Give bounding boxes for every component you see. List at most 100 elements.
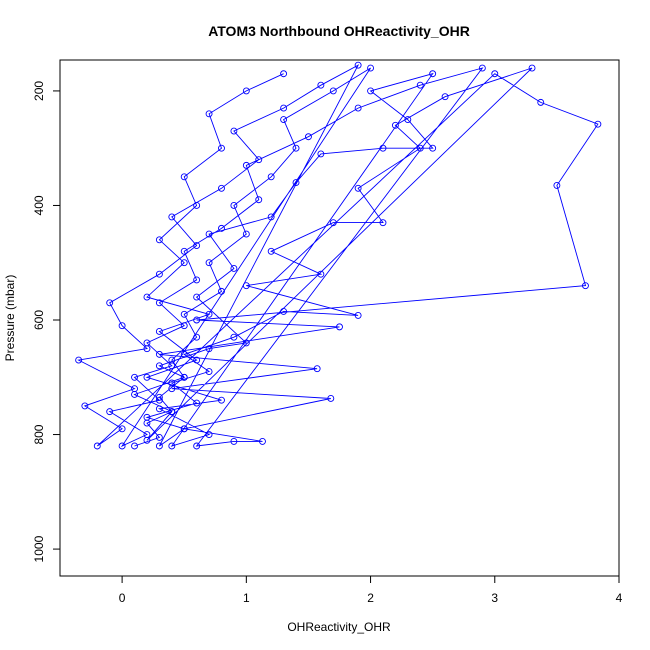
- x-tick-label: 0: [119, 591, 126, 605]
- data-point: [218, 224, 225, 232]
- data-point: [367, 87, 375, 95]
- data-point: [317, 270, 325, 278]
- data-point: [267, 213, 275, 221]
- data-point: [193, 316, 201, 324]
- y-tick-label: 600: [32, 310, 46, 330]
- data-point: [180, 310, 188, 318]
- data-point: [205, 259, 213, 267]
- data-line: [77, 64, 599, 448]
- data-point: [143, 293, 151, 301]
- data-point: [230, 202, 238, 209]
- data-point: [180, 247, 188, 255]
- data-point: [404, 116, 412, 124]
- data-point: [118, 442, 126, 450]
- data-point: [280, 104, 288, 112]
- data-point: [81, 402, 89, 410]
- data-point: [131, 373, 138, 381]
- data-point: [168, 442, 176, 450]
- data-point: [155, 350, 163, 358]
- data-point: [106, 299, 114, 307]
- data-point: [205, 110, 213, 118]
- data-point: [155, 362, 163, 370]
- data-point: [106, 408, 114, 416]
- data-point: [242, 282, 250, 290]
- data-point: [354, 311, 362, 319]
- data-point: [267, 247, 275, 255]
- x-tick-label: 1: [243, 591, 250, 605]
- data-point: [553, 181, 561, 189]
- data-point: [205, 431, 213, 438]
- data-point: [441, 93, 449, 101]
- data-point: [155, 236, 163, 244]
- data-point: [230, 127, 238, 135]
- data-point: [242, 339, 250, 347]
- y-tick-label: 800: [32, 424, 46, 444]
- y-tick-label: 1000: [32, 535, 46, 562]
- data-point: [155, 396, 163, 404]
- data-point: [168, 362, 176, 370]
- data-point: [180, 173, 188, 181]
- data-point: [242, 161, 250, 169]
- data-point: [155, 299, 163, 307]
- data-point: [594, 120, 602, 128]
- data-point: [242, 87, 250, 95]
- data-point: [537, 98, 545, 106]
- data-point: [255, 196, 263, 204]
- data-point: [75, 356, 83, 364]
- data-point: [193, 399, 201, 407]
- data-point: [416, 81, 424, 89]
- data-point: [391, 121, 399, 129]
- data-point: [193, 293, 201, 301]
- y-tick-label: 200: [32, 81, 46, 101]
- data-point: [131, 391, 138, 398]
- data-point: [180, 259, 188, 267]
- data-point: [230, 333, 238, 341]
- data-point: [379, 219, 387, 227]
- x-tick-label: 2: [367, 591, 374, 605]
- y-tick-label: 400: [32, 195, 46, 215]
- x-tick-label: 3: [491, 591, 498, 605]
- data-point: [143, 373, 151, 381]
- data-point: [218, 144, 225, 152]
- x-axis-label: OHReactivity_OHR: [287, 620, 391, 634]
- x-tick-label: 4: [616, 591, 623, 605]
- data-point: [317, 81, 325, 89]
- data-point: [155, 433, 163, 441]
- data-point: [528, 64, 536, 72]
- data-point: [155, 405, 163, 413]
- data-point: [218, 396, 225, 404]
- data-point: [205, 368, 213, 375]
- data-point: [354, 61, 362, 69]
- data-point: [280, 70, 288, 78]
- data-point: [155, 393, 163, 401]
- data-point: [259, 437, 266, 445]
- data-point: [429, 70, 437, 78]
- data-point: [180, 350, 188, 358]
- data-point: [255, 156, 263, 164]
- data-point: [354, 184, 362, 192]
- data-point: [155, 270, 163, 278]
- data-point: [143, 436, 151, 444]
- data-point: [143, 345, 151, 353]
- data-point: [292, 179, 300, 187]
- data-point: [329, 219, 337, 227]
- data-point: [193, 202, 201, 209]
- data-point: [118, 425, 126, 433]
- data-point: [143, 413, 151, 421]
- data-point: [193, 276, 201, 284]
- data-point: [242, 230, 250, 238]
- data-point: [218, 184, 225, 192]
- data-point: [193, 333, 201, 341]
- data-point: [168, 379, 176, 387]
- data-point: [354, 104, 362, 112]
- data-point: [280, 307, 288, 315]
- data-point: [155, 328, 163, 335]
- data-point: [218, 287, 225, 295]
- data-point: [292, 144, 300, 152]
- data-point: [193, 242, 201, 250]
- data-point: [168, 213, 176, 221]
- data-point: [280, 116, 288, 124]
- data-point: [336, 323, 343, 331]
